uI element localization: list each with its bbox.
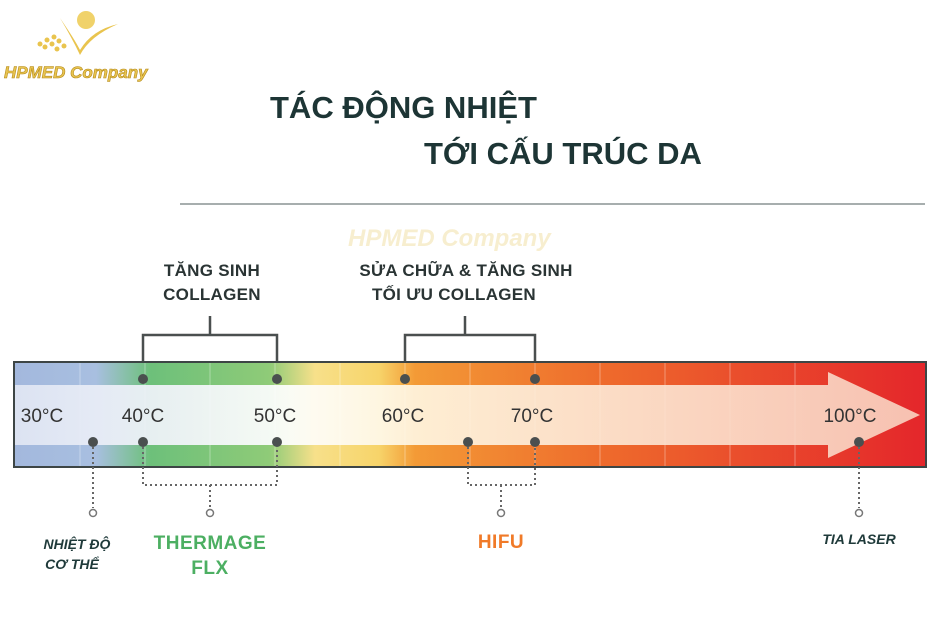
tick-70: 70°C	[511, 406, 553, 427]
tick-40: 40°C	[122, 406, 164, 427]
watermark-text: HPMED Company	[348, 225, 552, 252]
company-logo: HPMED Company	[4, 11, 149, 82]
tick-100: 100°C	[823, 406, 876, 427]
group-1-label-line-1: TĂNG SINH	[164, 261, 260, 280]
title-line-2: TỚI CẤU TRÚC DA	[424, 135, 702, 171]
group-2-bracket	[403, 316, 537, 379]
body-temp-label-line-2: CƠ THỂ	[45, 555, 99, 572]
tick-60: 60°C	[382, 406, 424, 427]
hifu-label: HIFU	[478, 532, 524, 553]
group-1-label-line-2: COLLAGEN	[163, 285, 261, 304]
marker-dots	[88, 374, 864, 447]
laser-label: TIA LASER	[822, 531, 896, 547]
thermage-label-line-1: THERMAGE	[154, 533, 267, 554]
arrow-shape	[15, 372, 920, 458]
group-1-bracket	[141, 316, 279, 379]
group-2-label-line-1: SỬA CHỮA & TĂNG SINH	[359, 260, 572, 280]
dotted-connectors	[92, 447, 860, 508]
group-2-label-line-2: TỐI ƯU COLLAGEN	[372, 284, 536, 304]
tick-30: 30°C	[21, 406, 63, 427]
tick-50: 50°C	[254, 406, 296, 427]
title-line-1: TÁC ĐỘNG NHIỆT	[270, 89, 537, 125]
body-temp-label-line-1: NHIỆT ĐỘ	[44, 535, 111, 552]
connector-end-circles	[88, 508, 864, 518]
thermage-label-line-2: FLX	[191, 558, 228, 579]
logo-text: HPMED Company	[4, 63, 149, 82]
